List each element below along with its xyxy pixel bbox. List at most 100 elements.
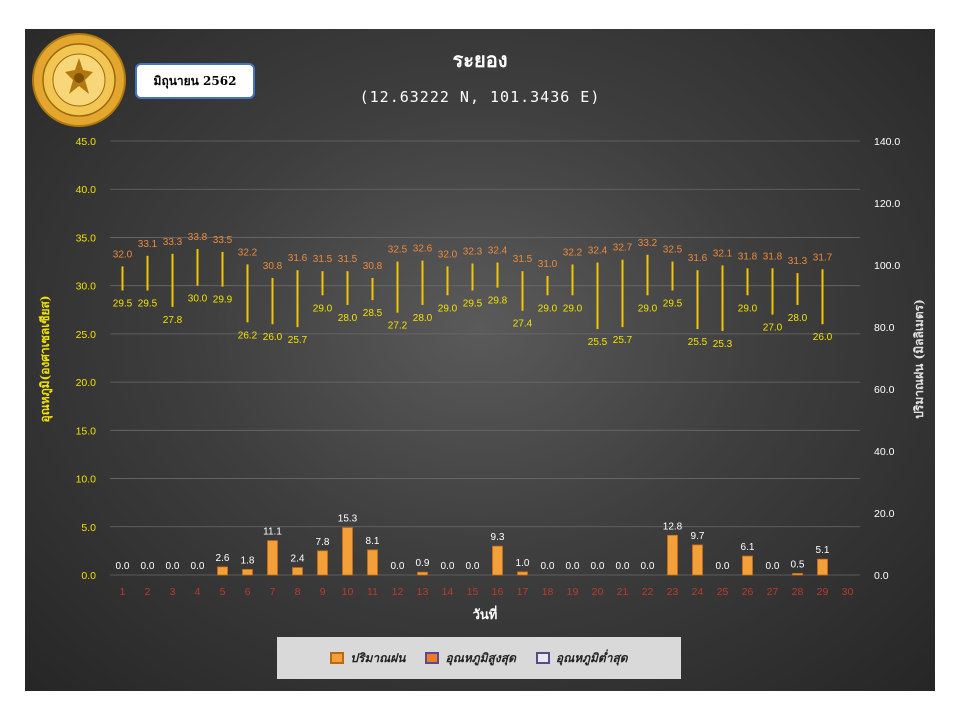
tmax-data-label: 30.8 <box>263 261 283 272</box>
x-tick-label: 10 <box>342 586 354 598</box>
rain-bar <box>317 550 328 576</box>
labels: 0.0 0.0 0.0 0.0 2.6 1.8 11.1 2.4 7.8 15.3 8.1 0.0 0.… <box>113 232 833 572</box>
tmin-data-label: 29.0 <box>538 303 558 314</box>
x-tick-label: 30 <box>842 586 854 598</box>
rain-data-label: 1.0 <box>516 558 530 569</box>
marks <box>121 249 828 576</box>
x-tick-label: 13 <box>417 586 429 598</box>
tmax-data-label: 31.5 <box>513 254 533 265</box>
chart-svg: 0.05.010.015.020.025.030.035.040.045.00.… <box>38 48 926 623</box>
tmin-data-label: 28.0 <box>413 313 433 324</box>
y-axis-left-label: อุณหภูมิ(องศาเซลเซียส) <box>38 295 53 422</box>
tmax-data-label: 32.0 <box>438 249 458 260</box>
tmin-data-label: 27.2 <box>388 321 408 332</box>
grid <box>110 140 860 576</box>
rain-data-label: 0.0 <box>766 561 780 572</box>
rain-data-label: 0.0 <box>716 561 730 572</box>
rain-data-label: 0.0 <box>191 561 205 572</box>
rain-data-label: 5.1 <box>816 545 830 556</box>
rain-data-label: 0.0 <box>616 561 630 572</box>
legend-label-rain: ปริมาณฝน <box>350 650 406 665</box>
rain-bar <box>492 545 503 576</box>
chart-frame: 0.0 5.0 10.0 15.0 20.0 25.0 30.0 35.0 40.0 45.0 0.… <box>25 29 935 691</box>
tmax-data-label: 32.4 <box>588 246 608 257</box>
rain-data-label: 12.8 <box>663 521 683 532</box>
y-right-tick-label: 0.0 <box>874 570 889 582</box>
tmin-data-label: 29.5 <box>138 298 158 309</box>
tmin-data-label: 27.4 <box>513 319 533 330</box>
x-tick-label: 3 <box>170 586 176 598</box>
tmax-data-label: 32.5 <box>663 245 683 256</box>
y-left-tick-label: 30.0 <box>76 281 97 293</box>
rain-data-label: 2.4 <box>291 554 305 565</box>
rain-data-label: 0.0 <box>466 561 480 572</box>
x-tick-label: 9 <box>320 586 326 598</box>
rain-bar <box>742 555 753 576</box>
tmin-data-label: 26.2 <box>238 330 258 341</box>
y-left-tick-label: 15.0 <box>76 425 97 437</box>
rain-bar <box>517 571 528 576</box>
tmax-data-label: 32.2 <box>238 247 258 258</box>
rain-data-label: 0.5 <box>791 559 805 570</box>
y-left-tick-label: 0.0 <box>81 570 96 582</box>
tmax-data-label: 33.5 <box>213 235 233 246</box>
x-axis-label: วันที่ <box>473 605 498 623</box>
x-tick-label: 27 <box>767 586 779 598</box>
tmax-data-label: 31.6 <box>288 253 308 264</box>
rain-data-label: 0.0 <box>541 561 555 572</box>
tmax-data-label: 31.6 <box>688 253 708 264</box>
x-tick-label: 26 <box>742 586 754 598</box>
rain-data-label: 0.9 <box>416 558 430 569</box>
tmax-data-label: 32.0 <box>113 249 133 260</box>
y-right-tick-label: 60.0 <box>874 384 895 396</box>
tmin-data-label: 29.8 <box>488 296 508 307</box>
tmin-data-label: 26.0 <box>813 332 833 343</box>
tmax-data-label: 32.4 <box>488 246 508 257</box>
tmax-data-label: 32.6 <box>413 244 433 255</box>
tmin-data-label: 27.8 <box>163 315 183 326</box>
rain-bar <box>267 540 278 576</box>
tmin-data-label: 25.5 <box>588 337 608 348</box>
rain-data-label: 9.3 <box>491 532 505 543</box>
tmax-data-label: 31.5 <box>313 254 333 265</box>
meteorological-department-logo <box>31 32 127 128</box>
tmax-data-label: 33.8 <box>188 232 208 243</box>
tmin-data-label: 29.5 <box>113 298 133 309</box>
x-tick-label: 19 <box>567 586 579 598</box>
y-right-tick-label: 140.0 <box>874 136 900 148</box>
chart-title: ระยอง <box>453 48 508 72</box>
x-tick-label: 1 <box>120 586 126 598</box>
rain-bar <box>692 544 703 576</box>
x-tick-label: 16 <box>492 586 504 598</box>
rain-data-label: 0.0 <box>441 561 455 572</box>
rain-data-label: 9.7 <box>691 531 705 542</box>
x-tick-label: 18 <box>542 586 554 598</box>
rain-data-label: 0.0 <box>116 561 130 572</box>
tmin-data-label: 25.5 <box>688 337 708 348</box>
y-left-tick-label: 5.0 <box>81 522 96 534</box>
tmax-data-label: 31.3 <box>788 256 808 267</box>
tmax-data-label: 32.2 <box>563 247 583 258</box>
y-left-tick-label: 10.0 <box>76 474 97 486</box>
y-right-tick-label: 80.0 <box>874 322 895 334</box>
rain-bar <box>342 527 353 576</box>
rain-data-label: 15.3 <box>338 514 358 525</box>
chart-subtitle: (12.63222 N, 101.3436 E) <box>360 88 601 106</box>
axes: 0.05.010.015.020.025.030.035.040.045.00.… <box>76 136 901 598</box>
rain-data-label: 8.1 <box>366 536 380 547</box>
y-left-tick-label: 40.0 <box>76 184 97 196</box>
y-left-tick-label: 45.0 <box>76 136 97 148</box>
rain-bar <box>792 573 803 576</box>
tmax-data-label: 31.7 <box>813 252 833 263</box>
x-tick-label: 21 <box>617 586 629 598</box>
legend-label-tmax: อุณหภูมิสูงสุด <box>445 650 516 665</box>
tmin-data-label: 25.3 <box>713 339 733 350</box>
x-tick-label: 2 <box>145 586 151 598</box>
rain-data-label: 0.0 <box>166 561 180 572</box>
x-tick-label: 28 <box>792 586 804 598</box>
y-left-tick-label: 20.0 <box>76 377 97 389</box>
legend-swatch-rain <box>330 652 345 664</box>
y-right-tick-label: 100.0 <box>874 260 900 272</box>
rain-data-label: 7.8 <box>316 537 330 548</box>
x-tick-label: 17 <box>517 586 529 598</box>
